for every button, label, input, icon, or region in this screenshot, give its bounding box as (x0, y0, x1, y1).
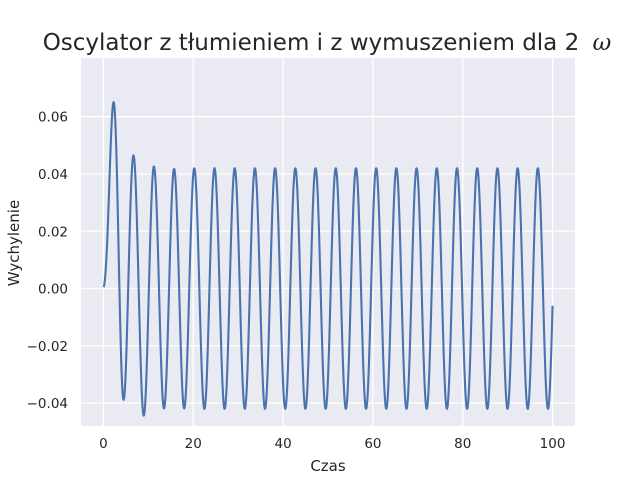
chart-title-text: Oscylator z tłumieniem i z wymuszeniem d… (43, 30, 580, 56)
chart-title: Oscylator z tłumieniem i z wymuszeniem d… (43, 30, 612, 56)
chart-title-symbol: ω (593, 30, 612, 56)
x-tick-label: 40 (274, 436, 291, 452)
x-tick-label: 60 (364, 436, 381, 452)
y-axis-ticks: −0.04 −0.02 0.00 0.02 0.04 0.06 (27, 110, 68, 412)
x-axis-ticks: 0 20 40 60 80 100 (99, 436, 565, 452)
y-tick-label: 0.00 (38, 282, 68, 298)
x-axis-label: Czas (310, 457, 346, 475)
series-layer (102, 101, 554, 417)
y-tick-label: 0.06 (38, 110, 68, 126)
grid (81, 58, 575, 426)
x-tick-label: 80 (454, 436, 471, 452)
y-axis-label: Wychylenie (5, 200, 23, 286)
y-tick-label: 0.04 (38, 167, 68, 183)
x-tick-label: 20 (185, 436, 202, 452)
y-tick-label: −0.02 (27, 339, 68, 355)
x-tick-label: 0 (99, 436, 108, 452)
x-tick-label: 100 (540, 436, 566, 452)
y-tick-label: −0.04 (27, 396, 68, 412)
series-line (102, 101, 554, 417)
y-tick-label: 0.02 (38, 224, 68, 240)
